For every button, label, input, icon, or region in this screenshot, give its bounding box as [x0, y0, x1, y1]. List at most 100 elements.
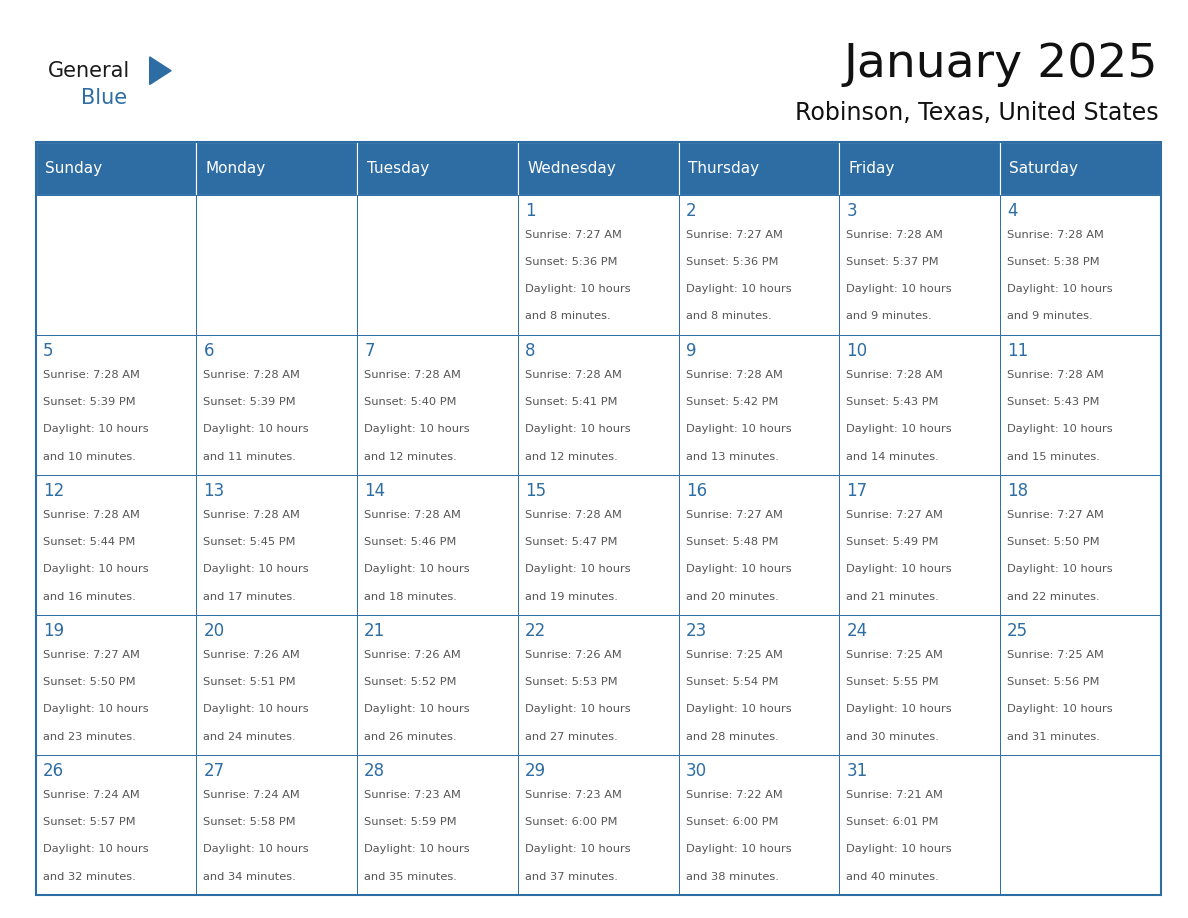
Text: 10: 10	[846, 342, 867, 360]
Text: Sunset: 5:36 PM: Sunset: 5:36 PM	[525, 257, 618, 267]
Text: Sunset: 5:40 PM: Sunset: 5:40 PM	[365, 397, 456, 407]
Text: 27: 27	[203, 762, 225, 780]
Text: January 2025: January 2025	[843, 41, 1158, 87]
Text: Sunset: 5:38 PM: Sunset: 5:38 PM	[1007, 257, 1100, 267]
Text: Daylight: 10 hours: Daylight: 10 hours	[525, 704, 631, 714]
Text: Daylight: 10 hours: Daylight: 10 hours	[525, 565, 631, 575]
Text: and 35 minutes.: and 35 minutes.	[365, 872, 457, 882]
Text: Saturday: Saturday	[1010, 161, 1079, 176]
Bar	[678, 335, 839, 475]
Text: Daylight: 10 hours: Daylight: 10 hours	[525, 285, 631, 294]
Text: Sunrise: 7:28 AM: Sunrise: 7:28 AM	[1007, 230, 1104, 240]
Bar	[839, 195, 1000, 335]
Text: Robinson, Texas, United States: Robinson, Texas, United States	[795, 101, 1158, 125]
Text: Sunset: 5:36 PM: Sunset: 5:36 PM	[685, 257, 778, 267]
Text: and 9 minutes.: and 9 minutes.	[846, 311, 933, 321]
Text: 21: 21	[365, 622, 385, 640]
Text: 3: 3	[846, 202, 857, 220]
Text: Sunset: 5:45 PM: Sunset: 5:45 PM	[203, 537, 296, 547]
Text: and 28 minutes.: and 28 minutes.	[685, 732, 778, 742]
Text: Daylight: 10 hours: Daylight: 10 hours	[43, 704, 148, 714]
Text: and 13 minutes.: and 13 minutes.	[685, 452, 778, 462]
Text: Sunset: 5:56 PM: Sunset: 5:56 PM	[1007, 677, 1100, 687]
Text: and 10 minutes.: and 10 minutes.	[43, 452, 135, 462]
Bar	[1000, 142, 1161, 195]
Text: Sunrise: 7:28 AM: Sunrise: 7:28 AM	[525, 509, 621, 520]
Bar	[678, 475, 839, 615]
Text: and 37 minutes.: and 37 minutes.	[525, 872, 618, 882]
Bar	[358, 335, 518, 475]
Bar	[518, 195, 678, 335]
Text: Sunset: 5:55 PM: Sunset: 5:55 PM	[846, 677, 939, 687]
Text: Daylight: 10 hours: Daylight: 10 hours	[846, 845, 952, 855]
Text: 1: 1	[525, 202, 536, 220]
Text: 19: 19	[43, 622, 64, 640]
Text: Daylight: 10 hours: Daylight: 10 hours	[1007, 285, 1113, 294]
Text: Sunrise: 7:28 AM: Sunrise: 7:28 AM	[203, 370, 301, 379]
Text: Sunset: 5:42 PM: Sunset: 5:42 PM	[685, 397, 778, 407]
Text: Daylight: 10 hours: Daylight: 10 hours	[365, 424, 469, 434]
Text: 6: 6	[203, 342, 214, 360]
Text: 15: 15	[525, 482, 546, 500]
Text: Daylight: 10 hours: Daylight: 10 hours	[43, 565, 148, 575]
Text: 18: 18	[1007, 482, 1028, 500]
Bar	[196, 195, 358, 335]
Text: Daylight: 10 hours: Daylight: 10 hours	[365, 704, 469, 714]
Text: and 8 minutes.: and 8 minutes.	[685, 311, 771, 321]
Text: Sunrise: 7:28 AM: Sunrise: 7:28 AM	[365, 509, 461, 520]
Text: Sunset: 5:39 PM: Sunset: 5:39 PM	[203, 397, 296, 407]
Text: Daylight: 10 hours: Daylight: 10 hours	[685, 285, 791, 294]
Text: Daylight: 10 hours: Daylight: 10 hours	[846, 285, 952, 294]
Text: 26: 26	[43, 762, 64, 780]
Bar	[196, 755, 358, 895]
Text: Sunset: 5:39 PM: Sunset: 5:39 PM	[43, 397, 135, 407]
Text: 30: 30	[685, 762, 707, 780]
Text: 25: 25	[1007, 622, 1028, 640]
Text: 20: 20	[203, 622, 225, 640]
Text: and 18 minutes.: and 18 minutes.	[365, 591, 457, 601]
Text: Sunrise: 7:25 AM: Sunrise: 7:25 AM	[685, 650, 783, 660]
Text: Sunrise: 7:23 AM: Sunrise: 7:23 AM	[365, 789, 461, 800]
Text: Sunset: 5:44 PM: Sunset: 5:44 PM	[43, 537, 135, 547]
Text: and 34 minutes.: and 34 minutes.	[203, 872, 296, 882]
Text: Sunset: 5:57 PM: Sunset: 5:57 PM	[43, 817, 135, 827]
Text: 7: 7	[365, 342, 374, 360]
Text: and 15 minutes.: and 15 minutes.	[1007, 452, 1100, 462]
Bar	[196, 335, 358, 475]
Text: and 21 minutes.: and 21 minutes.	[846, 591, 940, 601]
Polygon shape	[150, 57, 171, 84]
Text: and 17 minutes.: and 17 minutes.	[203, 591, 296, 601]
Text: Sunrise: 7:21 AM: Sunrise: 7:21 AM	[846, 789, 943, 800]
Text: Daylight: 10 hours: Daylight: 10 hours	[685, 845, 791, 855]
Text: 12: 12	[43, 482, 64, 500]
Bar	[678, 142, 839, 195]
Text: Monday: Monday	[206, 161, 266, 176]
Text: Sunrise: 7:26 AM: Sunrise: 7:26 AM	[365, 650, 461, 660]
Bar	[36, 142, 1161, 895]
Bar	[839, 755, 1000, 895]
Text: Sunrise: 7:25 AM: Sunrise: 7:25 AM	[1007, 650, 1104, 660]
Bar	[518, 142, 678, 195]
Bar	[839, 142, 1000, 195]
Text: 2: 2	[685, 202, 696, 220]
Text: and 22 minutes.: and 22 minutes.	[1007, 591, 1100, 601]
Text: Sunrise: 7:26 AM: Sunrise: 7:26 AM	[525, 650, 621, 660]
Text: Sunset: 5:59 PM: Sunset: 5:59 PM	[365, 817, 457, 827]
Text: Friday: Friday	[848, 161, 895, 176]
Text: Daylight: 10 hours: Daylight: 10 hours	[525, 424, 631, 434]
Bar	[358, 475, 518, 615]
Bar	[358, 195, 518, 335]
Text: Sunset: 5:49 PM: Sunset: 5:49 PM	[846, 537, 939, 547]
Text: Daylight: 10 hours: Daylight: 10 hours	[43, 424, 148, 434]
Text: Daylight: 10 hours: Daylight: 10 hours	[203, 424, 309, 434]
Bar	[678, 195, 839, 335]
Bar	[1000, 195, 1161, 335]
Text: Sunset: 5:52 PM: Sunset: 5:52 PM	[365, 677, 456, 687]
Text: 16: 16	[685, 482, 707, 500]
Text: and 12 minutes.: and 12 minutes.	[525, 452, 618, 462]
Text: Sunset: 5:50 PM: Sunset: 5:50 PM	[1007, 537, 1100, 547]
Text: Sunset: 5:43 PM: Sunset: 5:43 PM	[1007, 397, 1100, 407]
Bar	[518, 755, 678, 895]
Text: Daylight: 10 hours: Daylight: 10 hours	[846, 424, 952, 434]
Text: Sunrise: 7:28 AM: Sunrise: 7:28 AM	[525, 370, 621, 379]
